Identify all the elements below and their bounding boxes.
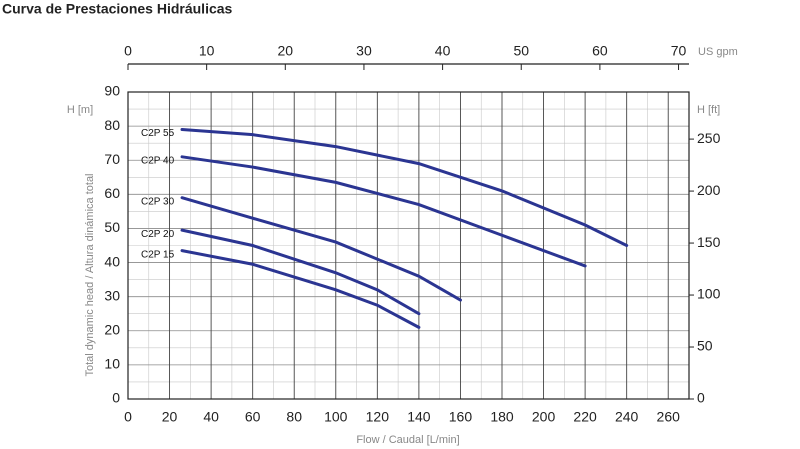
- curve-label: C2P 15: [141, 249, 175, 260]
- pump-curve: [180, 128, 629, 247]
- pump-curve: [180, 228, 421, 316]
- y-axis-label: Total dynamic head / Altura dinámica tot…: [84, 173, 96, 376]
- x-axis-label: Flow / Caudal [L/min]: [356, 434, 459, 446]
- x2-unit-label: US gpm: [698, 46, 738, 58]
- curve-label: C2P 55: [141, 128, 175, 139]
- x-tick-label: 200: [532, 409, 556, 425]
- x-tick-label: 0: [124, 409, 132, 425]
- x2-tick-label: 60: [592, 43, 608, 59]
- x-tick-label: 140: [407, 409, 431, 425]
- x-tick-label: 180: [490, 409, 514, 425]
- x-tick-label: 80: [286, 409, 302, 425]
- curve-label: C2P 30: [141, 196, 175, 207]
- x-tick-label: 120: [366, 409, 390, 425]
- y2-unit-label: H [ft]: [697, 104, 720, 116]
- y-tick-label: 20: [104, 321, 120, 337]
- x2-tick-label: 30: [356, 43, 372, 59]
- y-tick-label: 50: [104, 219, 120, 235]
- y-tick-label: 60: [104, 185, 120, 201]
- x-tick-label: 60: [245, 409, 261, 425]
- y2-tick-label: 150: [697, 234, 721, 250]
- x2-tick-label: 70: [671, 43, 687, 59]
- x-tick-label: 240: [615, 409, 639, 425]
- plot-frame: [127, 91, 690, 400]
- x2-tick-label: 10: [199, 43, 215, 59]
- x-tick-label: 100: [324, 409, 348, 425]
- chart-title: Curva de Prestaciones Hidráulicas: [2, 1, 233, 17]
- y-unit-label: H [m]: [67, 104, 93, 116]
- y2-tick-label: 50: [697, 338, 713, 354]
- y-tick-label: 0: [112, 390, 120, 406]
- x2-tick-label: 50: [513, 43, 529, 59]
- pump-curve: [180, 196, 462, 302]
- pump-curve: [180, 249, 421, 329]
- x-tick-label: 20: [162, 409, 178, 425]
- x-tick-label: 220: [573, 409, 597, 425]
- y-tick-label: 30: [104, 287, 120, 303]
- curve-label: C2P 20: [141, 229, 175, 240]
- x-tick-label: 160: [449, 409, 473, 425]
- y-tick-label: 70: [104, 151, 120, 167]
- x-tick-label: 260: [657, 409, 681, 425]
- y2-tick-label: 200: [697, 182, 721, 198]
- x2-tick-label: 0: [124, 43, 132, 59]
- x2-tick-label: 40: [435, 43, 451, 59]
- y-tick-label: 10: [104, 356, 120, 372]
- pump-curve: [180, 155, 587, 268]
- curve-label: C2P 40: [141, 155, 175, 166]
- x-tick-label: 40: [203, 409, 219, 425]
- x2-tick-label: 20: [278, 43, 294, 59]
- y2-tick-label: 100: [697, 286, 721, 302]
- y2-tick-label: 0: [697, 390, 705, 406]
- y-tick-label: 40: [104, 253, 120, 269]
- y2-tick-label: 250: [697, 130, 721, 146]
- y-tick-label: 90: [104, 83, 120, 99]
- y-tick-label: 80: [104, 117, 120, 133]
